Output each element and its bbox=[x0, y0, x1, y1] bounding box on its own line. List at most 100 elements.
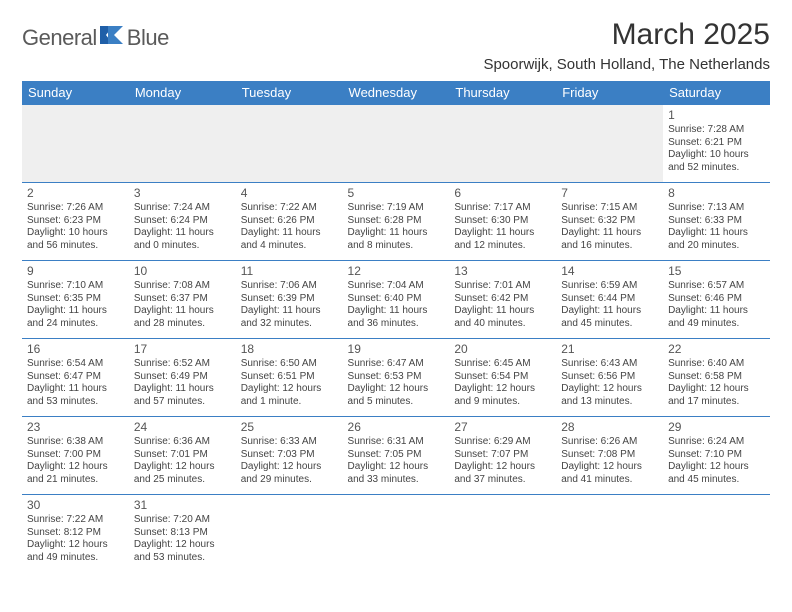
daylight-text: Daylight: 12 hours bbox=[561, 383, 658, 396]
week-row: 2Sunrise: 7:26 AMSunset: 6:23 PMDaylight… bbox=[22, 183, 770, 261]
sunset-text: Sunset: 6:58 PM bbox=[668, 371, 765, 384]
sunset-text: Sunset: 6:46 PM bbox=[668, 293, 765, 306]
daylight-text: and 36 minutes. bbox=[348, 318, 445, 331]
day-cell: 17Sunrise: 6:52 AMSunset: 6:49 PMDayligh… bbox=[129, 339, 236, 417]
daylight-text: and 28 minutes. bbox=[134, 318, 231, 331]
daylight-text: and 17 minutes. bbox=[668, 396, 765, 409]
sunset-text: Sunset: 6:37 PM bbox=[134, 293, 231, 306]
title-block: March 2025 Spoorwijk, South Holland, The… bbox=[483, 18, 770, 79]
sunset-text: Sunset: 6:21 PM bbox=[668, 137, 765, 150]
sunset-text: Sunset: 7:00 PM bbox=[27, 449, 124, 462]
sunset-text: Sunset: 6:26 PM bbox=[241, 215, 338, 228]
empty-cell bbox=[22, 105, 129, 183]
daylight-text: and 53 minutes. bbox=[27, 396, 124, 409]
daylight-text: Daylight: 12 hours bbox=[348, 383, 445, 396]
daylight-text: Daylight: 10 hours bbox=[27, 227, 124, 240]
column-header-thursday: Thursday bbox=[449, 81, 556, 105]
day-cell: 6Sunrise: 7:17 AMSunset: 6:30 PMDaylight… bbox=[449, 183, 556, 261]
week-row: 23Sunrise: 6:38 AMSunset: 7:00 PMDayligh… bbox=[22, 417, 770, 495]
empty-cell bbox=[449, 495, 556, 573]
daylight-text: Daylight: 11 hours bbox=[348, 305, 445, 318]
day-cell: 5Sunrise: 7:19 AMSunset: 6:28 PMDaylight… bbox=[343, 183, 450, 261]
day-cell: 24Sunrise: 6:36 AMSunset: 7:01 PMDayligh… bbox=[129, 417, 236, 495]
daylight-text: Daylight: 12 hours bbox=[27, 539, 124, 552]
empty-cell bbox=[129, 105, 236, 183]
day-number: 14 bbox=[561, 264, 658, 279]
day-cell: 13Sunrise: 7:01 AMSunset: 6:42 PMDayligh… bbox=[449, 261, 556, 339]
sunrise-text: Sunrise: 6:45 AM bbox=[454, 358, 551, 371]
day-number: 21 bbox=[561, 342, 658, 357]
calendar-table: SundayMondayTuesdayWednesdayThursdayFrid… bbox=[22, 81, 770, 573]
daylight-text: Daylight: 11 hours bbox=[241, 305, 338, 318]
sunset-text: Sunset: 7:10 PM bbox=[668, 449, 765, 462]
day-cell: 28Sunrise: 6:26 AMSunset: 7:08 PMDayligh… bbox=[556, 417, 663, 495]
daylight-text: Daylight: 12 hours bbox=[454, 383, 551, 396]
empty-cell bbox=[449, 105, 556, 183]
day-number: 25 bbox=[241, 420, 338, 435]
daylight-text: Daylight: 11 hours bbox=[27, 305, 124, 318]
daylight-text: and 37 minutes. bbox=[454, 474, 551, 487]
daylight-text: and 56 minutes. bbox=[27, 240, 124, 253]
daylight-text: and 45 minutes. bbox=[668, 474, 765, 487]
daylight-text: and 0 minutes. bbox=[134, 240, 231, 253]
daylight-text: Daylight: 11 hours bbox=[668, 305, 765, 318]
day-cell: 31Sunrise: 7:20 AMSunset: 8:13 PMDayligh… bbox=[129, 495, 236, 573]
daylight-text: Daylight: 12 hours bbox=[27, 461, 124, 474]
daylight-text: and 57 minutes. bbox=[134, 396, 231, 409]
day-number: 23 bbox=[27, 420, 124, 435]
sunset-text: Sunset: 8:12 PM bbox=[27, 527, 124, 540]
daylight-text: and 21 minutes. bbox=[27, 474, 124, 487]
sunrise-text: Sunrise: 7:13 AM bbox=[668, 202, 765, 215]
day-cell: 2Sunrise: 7:26 AMSunset: 6:23 PMDaylight… bbox=[22, 183, 129, 261]
day-cell: 3Sunrise: 7:24 AMSunset: 6:24 PMDaylight… bbox=[129, 183, 236, 261]
daylight-text: and 32 minutes. bbox=[241, 318, 338, 331]
day-number: 13 bbox=[454, 264, 551, 279]
day-cell: 7Sunrise: 7:15 AMSunset: 6:32 PMDaylight… bbox=[556, 183, 663, 261]
calendar-header: SundayMondayTuesdayWednesdayThursdayFrid… bbox=[22, 81, 770, 105]
daylight-text: Daylight: 12 hours bbox=[668, 383, 765, 396]
day-cell: 19Sunrise: 6:47 AMSunset: 6:53 PMDayligh… bbox=[343, 339, 450, 417]
day-cell: 4Sunrise: 7:22 AMSunset: 6:26 PMDaylight… bbox=[236, 183, 343, 261]
location-subtitle: Spoorwijk, South Holland, The Netherland… bbox=[483, 56, 770, 73]
sunset-text: Sunset: 6:24 PM bbox=[134, 215, 231, 228]
sunrise-text: Sunrise: 6:26 AM bbox=[561, 436, 658, 449]
sunset-text: Sunset: 6:53 PM bbox=[348, 371, 445, 384]
day-number: 7 bbox=[561, 186, 658, 201]
day-number: 3 bbox=[134, 186, 231, 201]
daylight-text: and 16 minutes. bbox=[561, 240, 658, 253]
daylight-text: and 8 minutes. bbox=[348, 240, 445, 253]
day-number: 17 bbox=[134, 342, 231, 357]
sunrise-text: Sunrise: 6:36 AM bbox=[134, 436, 231, 449]
day-number: 9 bbox=[27, 264, 124, 279]
daylight-text: and 1 minute. bbox=[241, 396, 338, 409]
day-number: 4 bbox=[241, 186, 338, 201]
column-header-monday: Monday bbox=[129, 81, 236, 105]
day-number: 31 bbox=[134, 498, 231, 513]
daylight-text: Daylight: 12 hours bbox=[561, 461, 658, 474]
day-number: 22 bbox=[668, 342, 765, 357]
sunset-text: Sunset: 6:30 PM bbox=[454, 215, 551, 228]
sunrise-text: Sunrise: 7:20 AM bbox=[134, 514, 231, 527]
day-cell: 22Sunrise: 6:40 AMSunset: 6:58 PMDayligh… bbox=[663, 339, 770, 417]
sunset-text: Sunset: 6:40 PM bbox=[348, 293, 445, 306]
week-row: 9Sunrise: 7:10 AMSunset: 6:35 PMDaylight… bbox=[22, 261, 770, 339]
sunrise-text: Sunrise: 7:19 AM bbox=[348, 202, 445, 215]
sunset-text: Sunset: 6:54 PM bbox=[454, 371, 551, 384]
sunrise-text: Sunrise: 6:24 AM bbox=[668, 436, 765, 449]
daylight-text: Daylight: 12 hours bbox=[241, 461, 338, 474]
daylight-text: and 49 minutes. bbox=[668, 318, 765, 331]
daylight-text: Daylight: 11 hours bbox=[134, 383, 231, 396]
day-cell: 23Sunrise: 6:38 AMSunset: 7:00 PMDayligh… bbox=[22, 417, 129, 495]
daylight-text: and 33 minutes. bbox=[348, 474, 445, 487]
empty-cell bbox=[663, 495, 770, 573]
sunrise-text: Sunrise: 6:52 AM bbox=[134, 358, 231, 371]
day-number: 16 bbox=[27, 342, 124, 357]
brand-logo: General Blue bbox=[22, 18, 169, 51]
flag-icon bbox=[99, 24, 125, 51]
daylight-text: Daylight: 10 hours bbox=[668, 149, 765, 162]
sunrise-text: Sunrise: 7:26 AM bbox=[27, 202, 124, 215]
daylight-text: and 45 minutes. bbox=[561, 318, 658, 331]
daylight-text: and 49 minutes. bbox=[27, 552, 124, 565]
sunset-text: Sunset: 6:39 PM bbox=[241, 293, 338, 306]
sunrise-text: Sunrise: 7:08 AM bbox=[134, 280, 231, 293]
